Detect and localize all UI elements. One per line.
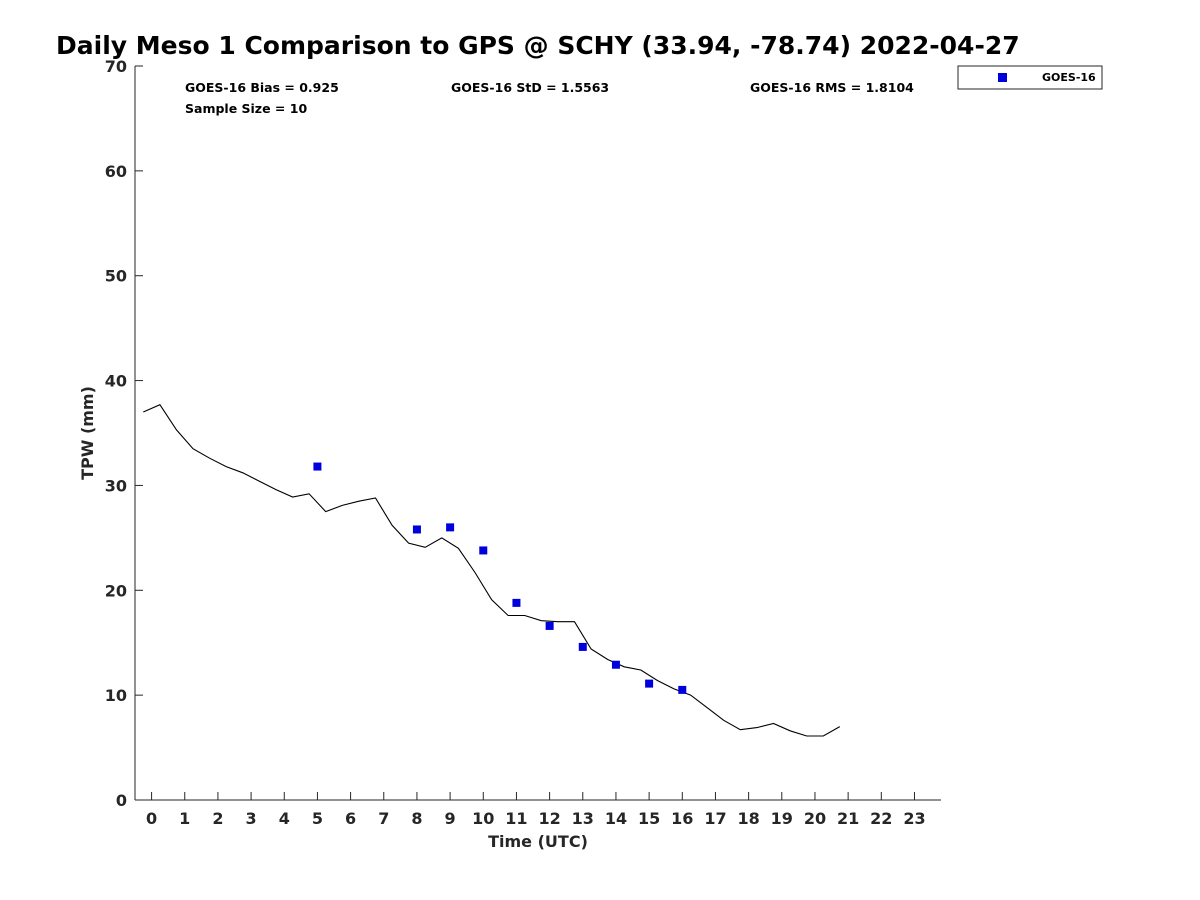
x-tick-label: 19 (771, 809, 793, 828)
y-tick-label: 60 (105, 162, 127, 181)
gps-line (143, 404, 841, 737)
x-tick-label: 13 (572, 809, 594, 828)
x-tick-label: 16 (671, 809, 693, 828)
legend: GOES-16 (957, 65, 1103, 90)
rms-stat: GOES-16 RMS = 1.8104 (750, 80, 914, 95)
x-tick-label: 23 (903, 809, 925, 828)
x-tick-label: 5 (312, 809, 323, 828)
x-tick-label: 20 (804, 809, 826, 828)
goes16-point (512, 598, 521, 607)
chart-title: Daily Meso 1 Comparison to GPS @ SCHY (3… (56, 31, 1020, 60)
y-tick-label: 20 (105, 581, 127, 600)
y-axis-label: TPW (mm) (78, 386, 97, 480)
goes16-point (578, 642, 587, 651)
x-tick-label: 10 (472, 809, 494, 828)
x-tick-label: 14 (605, 809, 627, 828)
goes16-point (479, 546, 488, 555)
gps-line-series (143, 404, 841, 737)
bias-stat: GOES-16 Bias = 0.925 (185, 80, 339, 95)
y-tick-label: 0 (116, 791, 127, 810)
sample-size-stat: Sample Size = 10 (185, 101, 307, 116)
y-tick-label: 10 (105, 686, 127, 705)
x-tick-label: 9 (445, 809, 456, 828)
x-tick-label: 21 (837, 809, 859, 828)
x-tick-label: 4 (279, 809, 290, 828)
y-tick-label: 40 (105, 372, 127, 391)
x-tick-label: 18 (737, 809, 759, 828)
legend-label-goes16: GOES-16 (1042, 71, 1096, 84)
y-tick-label: 30 (105, 476, 127, 495)
x-tick-label: 6 (345, 809, 356, 828)
y-tick-label: 50 (105, 267, 127, 286)
goes16-point (611, 660, 620, 669)
x-tick-label: 3 (246, 809, 257, 828)
legend-marker-goes16 (998, 73, 1007, 82)
x-tick-label: 7 (378, 809, 389, 828)
goes16-point (446, 523, 455, 532)
std-stat: GOES-16 StD = 1.5563 (451, 80, 609, 95)
y-tick-label: 70 (105, 57, 127, 76)
x-tick-label: 11 (505, 809, 527, 828)
goes16-scatter-series (313, 462, 687, 694)
x-tick-label: 22 (870, 809, 892, 828)
x-tick-label: 1 (179, 809, 190, 828)
goes16-point (678, 685, 687, 694)
legend-box (957, 65, 1103, 90)
x-tick-label: 0 (146, 809, 157, 828)
y-ticks: 0 10 20 30 40 50 60 70 (105, 57, 143, 810)
x-ticks: 0 1 2 3 4 5 6 7 8 9 10 11 12 13 14 15 16 17 18 19 20 21 22 23 (146, 792, 926, 828)
x-tick-label: 12 (538, 809, 560, 828)
stats-annotations: GOES-16 Bias = 0.925 GOES-16 StD = 1.556… (185, 80, 914, 116)
x-tick-label: 17 (704, 809, 726, 828)
goes16-point (313, 462, 322, 471)
x-axis-label: Time (UTC) (488, 832, 588, 851)
x-tick-label: 15 (638, 809, 660, 828)
goes16-point (545, 621, 554, 630)
goes16-point (645, 679, 654, 688)
goes16-point (412, 525, 421, 534)
x-tick-label: 8 (411, 809, 422, 828)
x-tick-label: 2 (212, 809, 223, 828)
